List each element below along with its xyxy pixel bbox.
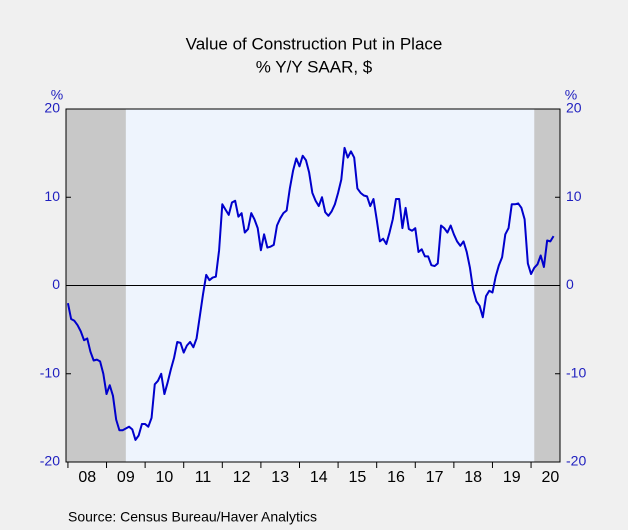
y-tick-label: 20 <box>44 100 60 116</box>
y2-tick-label: 0 <box>566 276 574 292</box>
x-tick-label: 18 <box>464 469 482 486</box>
y-tick-label: 10 <box>44 188 60 204</box>
x-tick-label: 08 <box>78 469 96 486</box>
data-line <box>66 146 555 441</box>
y2-tick-label: -10 <box>566 364 586 380</box>
y2-tick-label: 10 <box>566 188 582 204</box>
x-tick-label: 13 <box>271 469 289 486</box>
x-tick-label: 12 <box>233 469 251 486</box>
y2-unit: % <box>565 87 577 103</box>
x-tick-label: 11 <box>195 469 212 486</box>
source-note: Source: Census Bureau/Haver Analytics <box>68 509 317 525</box>
x-tick-label: 19 <box>503 469 521 486</box>
y-tick-label: -20 <box>40 453 60 469</box>
x-tick-label: 15 <box>348 469 366 486</box>
y-unit: % <box>51 87 63 103</box>
x-tick-label: 16 <box>387 469 405 486</box>
y-tick-label: -10 <box>40 364 60 380</box>
x-tick-label: 09 <box>117 469 135 486</box>
y2-tick-label: 20 <box>566 100 582 116</box>
chart-subtitle: % Y/Y SAAR, $ <box>256 57 373 76</box>
y2-tick-label: -20 <box>566 453 586 469</box>
chart-title: Value of Construction Put in Place <box>186 34 443 53</box>
x-tick-label: 20 <box>541 469 559 486</box>
x-tick-label: 10 <box>156 469 174 486</box>
y-tick-label: 0 <box>52 276 60 292</box>
x-tick-label: 17 <box>426 469 444 486</box>
x-tick-label: 14 <box>310 469 328 486</box>
